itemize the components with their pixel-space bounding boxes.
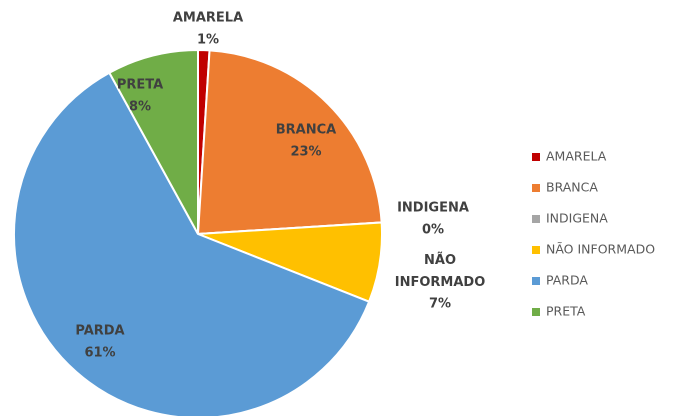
- legend-swatch: [532, 308, 540, 316]
- data-label-category: INDIGENA: [397, 201, 469, 216]
- data-label-category: PRETA: [117, 78, 163, 93]
- data-label-value: 61%: [84, 346, 115, 361]
- data-label-category: BRANCA: [276, 123, 336, 138]
- legend-swatch: [532, 153, 540, 161]
- label-line: INFORMADO: [395, 275, 486, 290]
- legend-label: PARDA: [546, 273, 588, 288]
- data-label-category: NÃO INFORMADO: [395, 252, 486, 290]
- data-label-value: 8%: [129, 100, 151, 115]
- data-label-value: 1%: [197, 33, 219, 48]
- pie-slice: [196, 49, 383, 236]
- legend-swatch: [532, 277, 540, 285]
- data-label-category: PARDA: [75, 324, 124, 339]
- pie-slice: [13, 71, 371, 416]
- data-label-category: AMARELA: [173, 11, 243, 26]
- legend-label: AMARELA: [546, 149, 607, 164]
- legend-label: INDIGENA: [546, 211, 608, 226]
- data-label-value: 7%: [429, 297, 451, 312]
- legend-swatch: [532, 184, 540, 192]
- legend-label: NÃO INFORMADO: [546, 242, 655, 257]
- legend-swatch: [532, 246, 540, 254]
- legend-label: BRANCA: [546, 180, 598, 195]
- legend-label: PRETA: [546, 304, 586, 319]
- label-line: NÃO: [424, 252, 456, 268]
- pie-slice: [107, 48, 199, 235]
- legend-swatch: [532, 215, 540, 223]
- data-label-value: 23%: [290, 145, 321, 160]
- data-label-value: 0%: [422, 223, 444, 238]
